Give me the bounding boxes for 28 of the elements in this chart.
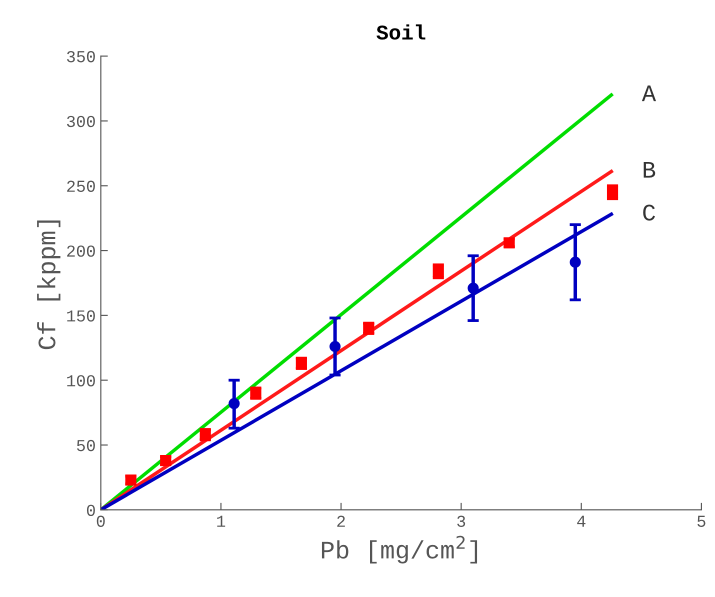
point — [228, 398, 240, 410]
point — [432, 266, 444, 277]
y-tick-label: 300 — [66, 116, 95, 128]
x-tick-label: 4 — [577, 516, 586, 527]
y-tick-label: 250 — [67, 180, 95, 192]
x-tick-label: 0 — [96, 516, 105, 527]
y-tick-label: 350 — [66, 51, 95, 62]
y-tick-label: 50 — [76, 440, 95, 452]
y-tick-label: 200 — [67, 245, 95, 257]
x-tick-label: 2 — [337, 516, 345, 527]
series-label: C — [643, 204, 656, 221]
point — [570, 256, 581, 268]
series-label: B — [644, 162, 656, 178]
y-tick-label: 150 — [67, 310, 95, 322]
y-tick-label: 100 — [67, 375, 95, 386]
x-tick-label: 3 — [457, 516, 466, 527]
y-tick-label: 0 — [86, 504, 95, 516]
y-axis-title: Cf [kppm] — [37, 220, 60, 350]
series-label: A — [642, 86, 656, 102]
x-tick-label: 1 — [217, 516, 226, 527]
chart-title: Soil — [376, 24, 426, 40]
point — [468, 282, 479, 294]
point — [125, 474, 136, 486]
point — [160, 455, 172, 466]
point — [606, 186, 618, 198]
point — [329, 340, 341, 352]
x-tick-label: 5 — [697, 516, 706, 527]
x-axis-title: Pb [mg/cm$^{2}$] — [322, 536, 478, 564]
